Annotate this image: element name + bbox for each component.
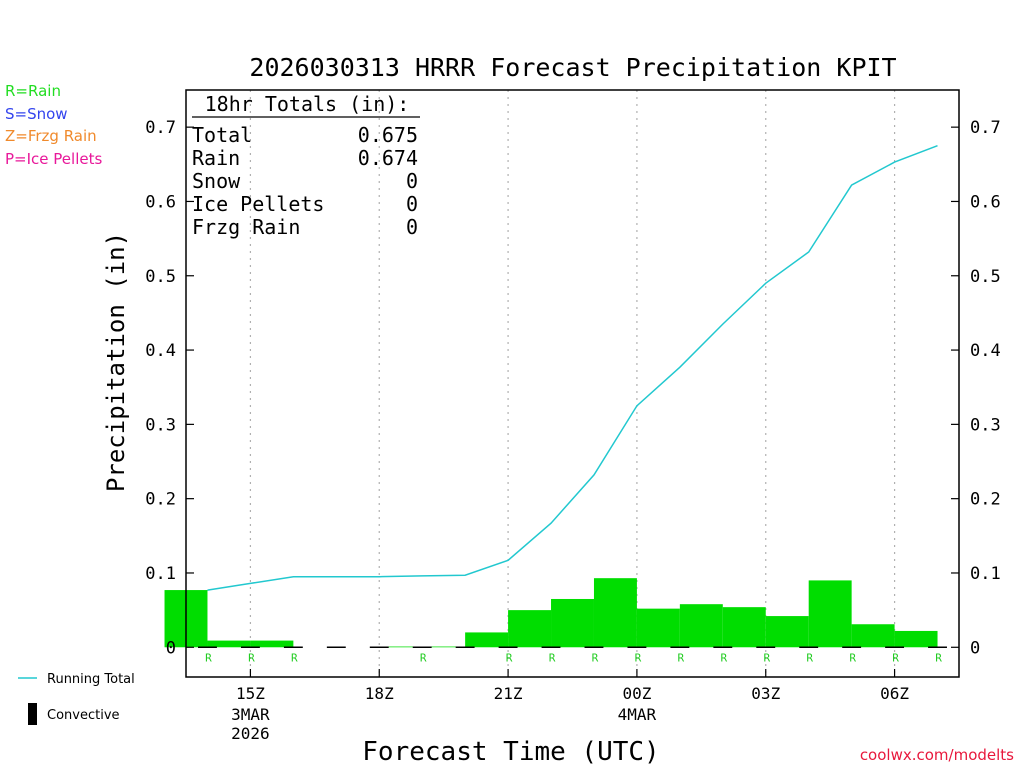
- hourly-precipitation-bars: [164, 578, 938, 648]
- y-tick-label-right: 0: [970, 638, 980, 658]
- x-axis-title: Forecast Time (UTC): [362, 737, 659, 767]
- type-code: R: [892, 651, 899, 664]
- precip-bar: [765, 616, 809, 648]
- y-tick-label-left: 0.3: [145, 415, 176, 435]
- type-code: R: [935, 651, 942, 664]
- y-axis-title: Precipitation (in): [102, 232, 130, 492]
- precip-bar: [808, 580, 852, 648]
- precip-bar: [551, 598, 594, 648]
- x-tick-date-label: 2026: [231, 724, 270, 743]
- y-tick-label-right: 0.6: [970, 192, 1001, 212]
- type-code: R: [205, 651, 212, 664]
- type-code: R: [420, 651, 427, 664]
- precip-bar: [207, 640, 251, 648]
- y-tick-label-right: 0.2: [970, 490, 1001, 510]
- y-tick-label-left: 0.1: [145, 564, 176, 584]
- totals-heading: 18hr Totals (in):: [205, 92, 410, 116]
- legend-frzg-rain: Z=Frzg Rain: [5, 127, 97, 145]
- precip-bar: [250, 640, 294, 648]
- totals-value: 0.675: [358, 123, 418, 147]
- type-code: R: [592, 651, 599, 664]
- y-tick-label-left: 0.7: [145, 118, 176, 138]
- x-tick-label: 00Z: [622, 684, 651, 703]
- type-code: R: [763, 651, 770, 664]
- y-tick-label-right: 0.4: [970, 341, 1001, 361]
- x-tick-label: 15Z: [236, 684, 265, 703]
- totals-label: Ice Pellets: [192, 192, 324, 216]
- legend-bar-swatch: [28, 703, 37, 725]
- precip-bar: [422, 646, 466, 648]
- totals-label: Total: [192, 123, 252, 147]
- precip-bar: [722, 607, 766, 648]
- type-code: R: [248, 651, 255, 664]
- legend-ice-pellets: P=Ice Pellets: [5, 150, 103, 168]
- x-tick-label: 03Z: [751, 684, 780, 703]
- y-tick-label-left: 0: [166, 638, 176, 658]
- x-tick-date-label: 4MAR: [618, 705, 657, 724]
- y-axis-ticks: 0 00.1 0.10.2 0.20.3 0.30.4 0.40.5 0.50.6 0.60.…: [145, 118, 1000, 658]
- type-code: R: [291, 651, 298, 664]
- type-code: R: [720, 651, 727, 664]
- precip-bar: [894, 630, 938, 648]
- vertical-gridlines: [249, 90, 896, 677]
- precip-bar: [593, 578, 637, 648]
- type-code: R: [849, 651, 856, 664]
- totals-label: Frzg Rain: [192, 215, 300, 239]
- x-tick-label: 18Z: [365, 684, 394, 703]
- type-code: R: [678, 651, 685, 664]
- running-total-line: [207, 144, 938, 591]
- legend-rain: R=Rain: [5, 82, 61, 100]
- precip-bar: [379, 646, 423, 648]
- y-tick-label-left: 0.2: [145, 490, 176, 510]
- legend-label: Running Total: [47, 672, 135, 687]
- y-tick-label-right: 0.7: [970, 118, 1001, 138]
- type-code: R: [635, 651, 642, 664]
- credit-link[interactable]: coolwx.com/modelts: [859, 746, 1014, 764]
- precip-bar: [465, 632, 509, 648]
- plot-frame: [185, 89, 960, 678]
- precip-bar: [636, 608, 680, 648]
- totals-value: 0: [406, 215, 418, 239]
- legend-label: Convective: [47, 708, 120, 723]
- x-tick-label: 21Z: [494, 684, 523, 703]
- totals-value: 0.674: [358, 146, 418, 170]
- precip-bar: [851, 624, 895, 648]
- legend-snow: S=Snow: [5, 105, 68, 123]
- totals-label: Rain: [192, 146, 240, 170]
- totals-value: 0: [406, 192, 418, 216]
- y-tick-label-right: 0.5: [970, 267, 1001, 287]
- x-tick-date-label: 3MAR: [231, 705, 270, 724]
- x-tick-label: 06Z: [880, 684, 909, 703]
- chart-title: 2026030313 HRRR Forecast Precipitation K…: [249, 53, 896, 82]
- y-tick-label-left: 0.6: [145, 192, 176, 212]
- totals-box: 18hr Totals (in): Total 0.675 Rain 0.674 Sno…: [192, 92, 420, 239]
- type-code: R: [549, 651, 556, 664]
- precip-bar: [679, 604, 723, 648]
- type-code: R: [806, 651, 813, 664]
- type-code: R: [506, 651, 513, 664]
- y-tick-label-left: 0.4: [145, 341, 176, 361]
- totals-label: Snow: [192, 169, 241, 193]
- precip-bar: [508, 610, 552, 648]
- series-legend: Running Total Convective: [18, 672, 135, 725]
- y-tick-label-left: 0.5: [145, 267, 176, 287]
- y-tick-label-right: 0.3: [970, 415, 1001, 435]
- y-tick-label-right: 0.1: [970, 564, 1001, 584]
- totals-value: 0: [406, 169, 418, 193]
